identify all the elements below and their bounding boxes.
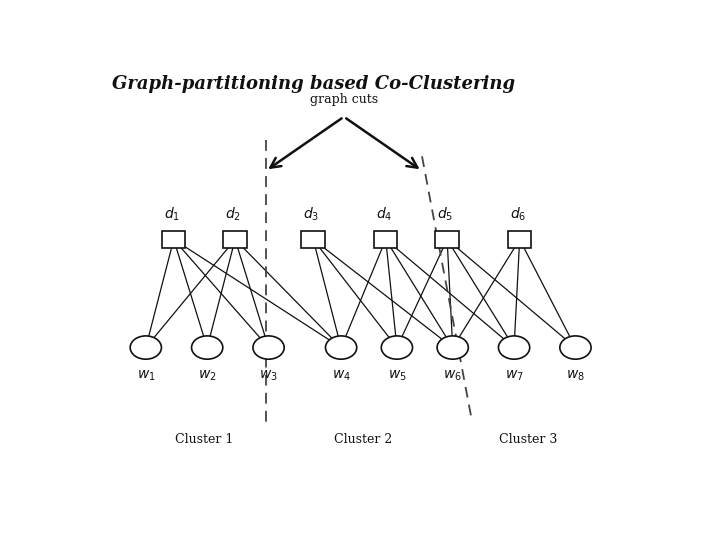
Circle shape [130, 336, 161, 359]
Text: $w_{3}$: $w_{3}$ [259, 368, 278, 383]
Text: $d_{1}$: $d_{1}$ [164, 206, 180, 223]
Circle shape [560, 336, 591, 359]
Text: $d_{4}$: $d_{4}$ [376, 206, 392, 223]
Text: Graph-partitioning based Co-Clustering: Graph-partitioning based Co-Clustering [112, 75, 516, 93]
Text: graph cuts: graph cuts [310, 93, 378, 106]
Text: $w_{7}$: $w_{7}$ [505, 368, 523, 383]
Text: Cluster 1: Cluster 1 [175, 433, 233, 446]
Text: $w_{1}$: $w_{1}$ [137, 368, 155, 383]
Bar [436, 231, 459, 248]
Text: $w_{5}$: $w_{5}$ [387, 368, 406, 383]
Circle shape [192, 336, 222, 359]
Bar [162, 231, 186, 248]
Bar [223, 231, 247, 248]
Text: $d_{3}$: $d_{3}$ [303, 206, 320, 223]
Text: $w_{2}$: $w_{2}$ [198, 368, 217, 383]
Bar [302, 231, 325, 248]
Circle shape [325, 336, 356, 359]
Text: $w_{4}$: $w_{4}$ [332, 368, 351, 383]
Circle shape [253, 336, 284, 359]
Circle shape [498, 336, 530, 359]
Text: Cluster 3: Cluster 3 [499, 433, 557, 446]
Circle shape [437, 336, 468, 359]
Bar [508, 231, 531, 248]
Bar [374, 231, 397, 248]
Text: $d_{2}$: $d_{2}$ [225, 206, 241, 223]
Text: $d_{5}$: $d_{5}$ [437, 206, 454, 223]
Text: $w_{8}$: $w_{8}$ [566, 368, 585, 383]
Text: Cluster 2: Cluster 2 [334, 433, 392, 446]
Circle shape [382, 336, 413, 359]
Text: $d_{6}$: $d_{6}$ [510, 206, 526, 223]
Text: $w_{6}$: $w_{6}$ [444, 368, 462, 383]
